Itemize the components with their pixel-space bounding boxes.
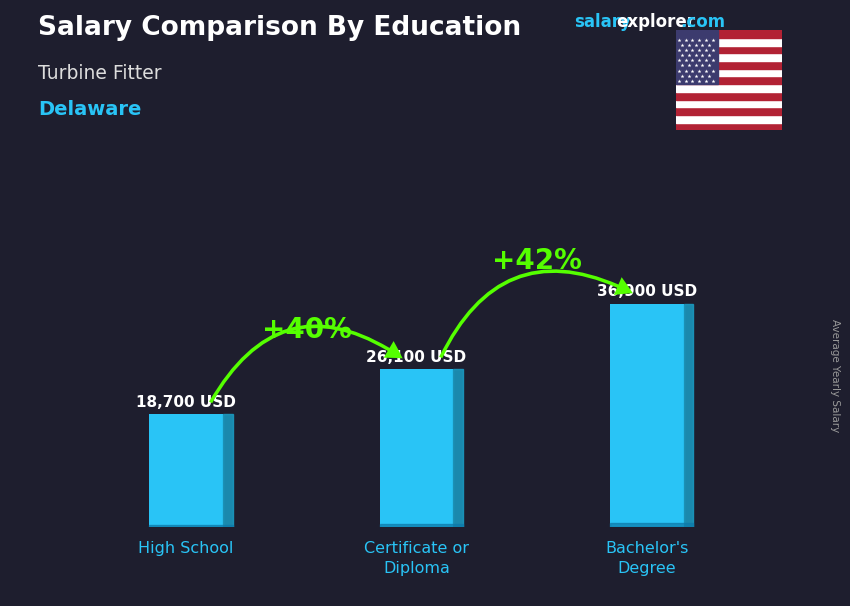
Bar (676, 76, 782, 84)
Text: Salary Comparison By Education: Salary Comparison By Education (38, 15, 521, 41)
Text: .com: .com (680, 13, 725, 32)
Bar (676, 30, 718, 84)
Bar (676, 30, 782, 38)
Bar (223, 414, 233, 527)
Bar (676, 84, 782, 92)
Bar (676, 38, 782, 45)
FancyArrowPatch shape (439, 269, 633, 358)
Bar (676, 45, 782, 53)
Bar (380, 524, 463, 527)
Bar (610, 523, 694, 527)
Bar (150, 525, 233, 527)
Text: Delaware: Delaware (38, 100, 142, 119)
FancyArrowPatch shape (209, 324, 403, 403)
Bar (453, 369, 463, 527)
Text: 26,100 USD: 26,100 USD (366, 350, 467, 365)
Bar (380, 369, 453, 527)
Text: explorer: explorer (616, 13, 695, 32)
Bar (676, 115, 782, 122)
Text: +40%: +40% (262, 316, 352, 344)
Bar (676, 92, 782, 99)
Text: 36,900 USD: 36,900 USD (597, 284, 697, 299)
Bar (676, 61, 782, 68)
Text: Turbine Fitter: Turbine Fitter (38, 64, 162, 82)
Bar (150, 414, 223, 527)
Bar (676, 107, 782, 115)
Bar (676, 68, 782, 76)
Text: +42%: +42% (492, 247, 582, 275)
Text: salary: salary (574, 13, 631, 32)
Bar (610, 304, 683, 527)
Text: 18,700 USD: 18,700 USD (136, 395, 236, 410)
Bar (676, 53, 782, 61)
Text: Average Yearly Salary: Average Yearly Salary (830, 319, 840, 432)
Bar (683, 304, 694, 527)
Bar (676, 99, 782, 107)
Bar (676, 122, 782, 130)
